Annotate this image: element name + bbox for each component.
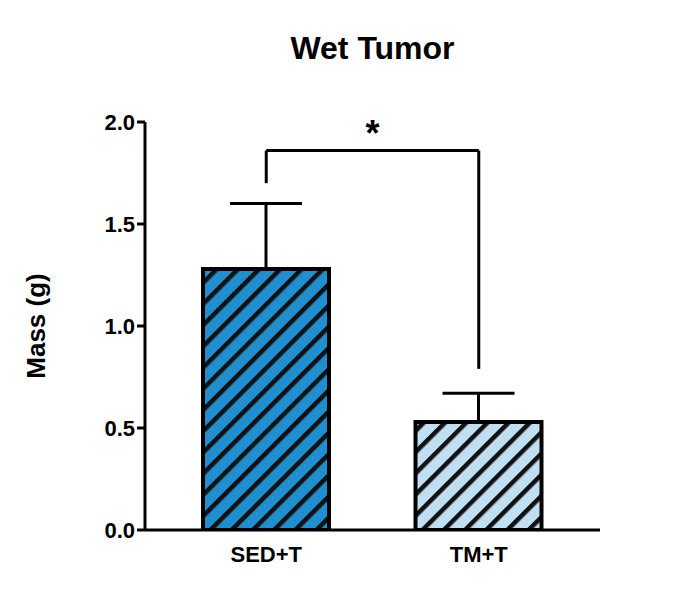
svg-text:SED+T: SED+T	[230, 542, 302, 567]
svg-text:TM+T: TM+T	[450, 542, 509, 567]
svg-text:1.0: 1.0	[104, 314, 135, 339]
svg-text:0.0: 0.0	[104, 518, 135, 543]
svg-text:*: *	[365, 113, 379, 154]
svg-text:0.5: 0.5	[104, 416, 135, 441]
svg-text:Mass (g): Mass (g)	[21, 273, 51, 378]
svg-text:2.0: 2.0	[104, 110, 135, 135]
html-text:Wet Tumor: Wet Tumor	[290, 30, 455, 66]
svg-text:1.5: 1.5	[104, 212, 135, 237]
